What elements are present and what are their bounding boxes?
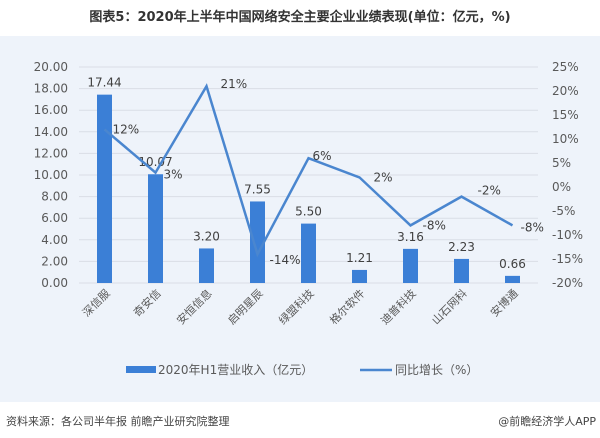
growth-line bbox=[103, 83, 514, 258]
line-value-label: 12% bbox=[113, 122, 140, 136]
bar bbox=[454, 258, 469, 283]
bar bbox=[199, 248, 214, 283]
line-value-label: -8% bbox=[423, 218, 446, 232]
bar-value-label: 7.55 bbox=[244, 182, 271, 196]
category-label: 安博通 bbox=[487, 286, 520, 319]
bar-value-label: 5.50 bbox=[295, 205, 322, 219]
bar bbox=[148, 174, 163, 283]
right-tick-label: -20% bbox=[552, 276, 583, 290]
right-tick-label: 0% bbox=[552, 180, 571, 194]
bar bbox=[97, 94, 112, 283]
bar-value-label: 17.44 bbox=[87, 76, 121, 90]
legend-bar-label: 2020年H1营业收入（亿元） bbox=[158, 362, 313, 377]
category-label: 迪普科技 bbox=[378, 286, 419, 327]
bar bbox=[301, 223, 316, 283]
left-tick-label: 6.00 bbox=[41, 211, 68, 225]
bar-value-label: 3.20 bbox=[193, 229, 220, 243]
left-tick-label: 2.00 bbox=[41, 254, 68, 268]
category-label: 绿盟科技 bbox=[276, 286, 317, 327]
bar-value-label: 3.16 bbox=[397, 230, 424, 244]
line-value-label: 6% bbox=[313, 149, 332, 163]
legend-bar-swatch bbox=[126, 366, 156, 373]
line-series: 12% 3% 21% -14% 6% 2% -8% -2% -8% bbox=[103, 77, 544, 267]
bar bbox=[352, 269, 367, 283]
right-axis: -20% -15% -10% -5% 0% 5% 10% 15% 20% 25% bbox=[552, 60, 583, 290]
right-tick-label: -5% bbox=[552, 204, 575, 218]
category-label: 山石网科 bbox=[429, 286, 470, 327]
legend: 2020年H1营业收入（亿元） 同比增长（%） bbox=[126, 362, 478, 377]
bar bbox=[250, 201, 265, 283]
category-label: 启明星辰 bbox=[225, 287, 265, 327]
right-tick-label: 5% bbox=[552, 156, 571, 170]
category-label: 格尔软件 bbox=[327, 286, 368, 327]
right-tick-label: -10% bbox=[552, 228, 583, 242]
legend-line-label: 同比增长（%） bbox=[395, 363, 478, 377]
bar bbox=[403, 248, 418, 283]
left-tick-label: 0.00 bbox=[41, 276, 68, 290]
bar-value-label: 0.66 bbox=[499, 257, 526, 271]
line-value-label: -2% bbox=[478, 184, 501, 198]
line-value-label: -8% bbox=[521, 220, 544, 234]
left-tick-label: 20.00 bbox=[34, 60, 68, 74]
right-tick-label: 15% bbox=[552, 108, 579, 122]
bar-value-label: 2.23 bbox=[448, 240, 475, 254]
left-tick-label: 16.00 bbox=[34, 103, 68, 117]
category-label: 安恒信息 bbox=[174, 286, 215, 327]
bar-value-label: 1.21 bbox=[346, 251, 373, 265]
right-tick-label: 10% bbox=[552, 132, 579, 146]
line-value-label: 21% bbox=[221, 77, 248, 91]
right-tick-label: -15% bbox=[552, 252, 583, 266]
bar bbox=[505, 275, 520, 283]
left-tick-label: 10.00 bbox=[34, 168, 68, 182]
chart-title: 图表5：2020年上半年中国网络安全主要企业业绩表现(单位：亿元，%) bbox=[89, 10, 511, 25]
credit-note: @前瞻经济学人APP bbox=[498, 415, 596, 428]
right-tick-label: 20% bbox=[552, 84, 579, 98]
left-tick-label: 12.00 bbox=[34, 146, 68, 160]
source-note: 资料来源：各公司半年报 前瞻产业研究院整理 bbox=[6, 415, 230, 428]
left-tick-label: 4.00 bbox=[41, 233, 68, 247]
right-tick-label: 25% bbox=[552, 60, 579, 74]
category-label: 深信服 bbox=[80, 287, 113, 320]
left-axis: 0.00 2.00 4.00 6.00 8.00 10.00 12.00 14.00 16.00… bbox=[34, 60, 68, 290]
line-value-label: 2% bbox=[374, 170, 393, 184]
line-value-label: 3% bbox=[164, 168, 183, 182]
line-value-label: -14% bbox=[270, 253, 301, 267]
category-label: 奇安信 bbox=[130, 286, 163, 319]
left-tick-label: 8.00 bbox=[41, 190, 68, 204]
category-axis: 深信服 奇安信 安恒信息 启明星辰 绿盟科技 格尔软件 迪普科技 山石网科 安博通 bbox=[80, 286, 521, 327]
left-tick-label: 14.00 bbox=[34, 125, 68, 139]
left-tick-label: 18.00 bbox=[34, 82, 68, 96]
